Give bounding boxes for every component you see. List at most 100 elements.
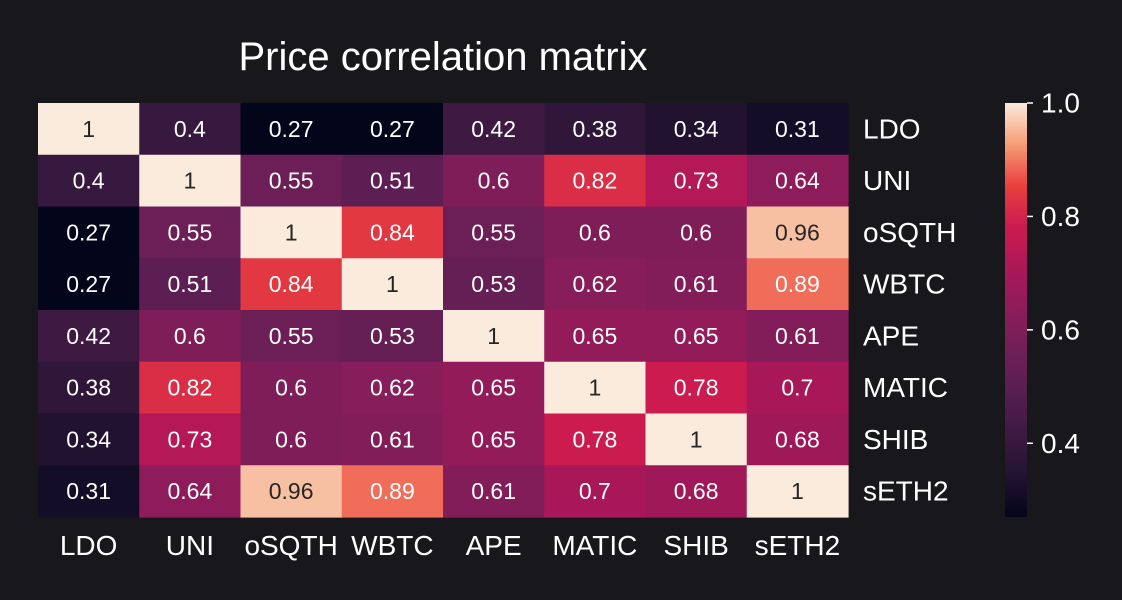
heatmap-cell	[746, 465, 849, 518]
x-tick-label: WBTC	[351, 530, 433, 561]
heatmap-cell	[341, 154, 444, 208]
x-tick-label: oSQTH	[244, 530, 337, 561]
cell-value-label: 0.82	[167, 375, 212, 401]
cell-value-label: 0.68	[674, 478, 719, 504]
heatmap-cell	[544, 413, 647, 466]
cell-value-label: 0.61	[370, 426, 415, 452]
heatmap-cell	[38, 103, 140, 156]
cell-value-label: 0.65	[674, 323, 719, 349]
cell-value-label: 0.61	[775, 323, 820, 349]
heatmap-cell	[139, 206, 242, 259]
cell-value-label: 1	[386, 271, 399, 297]
colorbar-tick-label: 0.6	[1041, 314, 1080, 345]
heatmap-cell	[443, 206, 545, 259]
heatmap-cell	[139, 258, 242, 311]
cell-value-label: 0.61	[471, 478, 516, 504]
cell-value-label: 0.78	[572, 426, 617, 452]
cell-value-label: 0.65	[471, 375, 516, 401]
cell-value-label: 0.31	[775, 116, 820, 142]
heatmap-cell	[38, 258, 140, 311]
heatmap-cell	[645, 154, 748, 208]
cell-value-label: 0.53	[370, 323, 415, 349]
cell-value-label: 1	[82, 116, 95, 142]
heatmap-cell	[746, 413, 849, 466]
y-tick-label: SHIB	[863, 424, 928, 455]
cell-value-label: 0.6	[275, 426, 307, 452]
heatmap-cell	[746, 258, 849, 311]
y-tick-label: oSQTH	[863, 217, 956, 248]
heatmap-cell	[240, 103, 343, 156]
cell-value-label: 1	[791, 478, 804, 504]
heatmap-cell	[645, 361, 748, 415]
heatmap-cell	[240, 258, 343, 311]
heatmap-cell	[240, 413, 343, 466]
x-tick-label: LDO	[60, 530, 118, 561]
cell-value-label: 0.62	[572, 271, 617, 297]
cell-value-label: 0.34	[674, 116, 719, 142]
colorbar: 1.0 0.8 0.6 0.4	[1005, 88, 1080, 517]
heatmap-cell	[139, 154, 242, 208]
cell-value-label: 0.64	[775, 168, 820, 194]
heatmap-cell	[341, 361, 444, 415]
x-tick-label: UNI	[166, 530, 214, 561]
cell-value-label: 0.27	[66, 271, 111, 297]
x-tick-label: MATIC	[552, 530, 637, 561]
cell-value-label: 0.6	[174, 323, 206, 349]
heatmap-cell	[443, 310, 545, 363]
heatmap-cell	[240, 310, 343, 363]
heatmap-cells	[38, 103, 849, 518]
heatmap-cell	[443, 103, 545, 156]
cell-value-label: 0.27	[66, 219, 111, 245]
heatmap-cell	[240, 465, 343, 518]
cell-value-label: 0.6	[680, 219, 712, 245]
y-tick-label: MATIC	[863, 372, 948, 403]
cell-value-label: 0.51	[167, 271, 212, 297]
x-tick-label: APE	[466, 530, 522, 561]
cell-value-label: 0.6	[478, 168, 510, 194]
heatmap-cell	[645, 310, 748, 363]
cell-value-label: 0.78	[674, 375, 719, 401]
cell-value-label: 0.73	[167, 426, 212, 452]
heatmap-cell	[139, 413, 242, 466]
heatmap-cell	[38, 154, 140, 208]
y-tick-label: sETH2	[863, 476, 949, 507]
cell-value-label: 0.82	[572, 168, 617, 194]
colorbar-tick-label: 0.8	[1041, 201, 1080, 232]
cell-value-label: 0.64	[167, 478, 212, 504]
heatmap-cell	[645, 413, 748, 466]
x-axis-tick-labels: LDO UNI oSQTH WBTC APE MATIC SHIB sETH2	[60, 530, 840, 561]
heatmap-cell	[443, 413, 545, 466]
heatmap-cell	[139, 310, 242, 363]
y-tick-label: WBTC	[863, 269, 945, 300]
chart-title: Price correlation matrix	[238, 35, 647, 79]
heatmap-cell	[746, 361, 849, 415]
cell-value-label: 0.27	[370, 116, 415, 142]
heatmap-cell	[443, 258, 545, 311]
heatmap-cell	[544, 258, 647, 311]
heatmap-cell	[38, 310, 140, 363]
y-tick-label: APE	[863, 320, 919, 351]
cell-value-label: 0.4	[174, 116, 206, 142]
cell-value-label: 0.42	[471, 116, 516, 142]
cell-value-label: 0.65	[572, 323, 617, 349]
y-tick-label: LDO	[863, 113, 921, 144]
heatmap-cell	[38, 206, 140, 259]
heatmap-cell	[341, 206, 444, 259]
cell-value-label: 0.6	[579, 219, 611, 245]
x-tick-label: sETH2	[755, 530, 841, 561]
heatmap-cell	[746, 310, 849, 363]
cell-value-label: 0.89	[775, 271, 820, 297]
cell-value-label: 0.84	[370, 219, 415, 245]
colorbar-tick-label: 0.4	[1041, 428, 1080, 459]
heatmap-cell	[544, 310, 647, 363]
heatmap-cell	[341, 258, 444, 311]
cell-value-label: 0.27	[269, 116, 314, 142]
cell-value-label: 0.55	[269, 168, 314, 194]
cell-value-label: 0.38	[572, 116, 617, 142]
heatmap-cell	[38, 465, 140, 518]
heatmap-cell	[38, 361, 140, 415]
heatmap-cell	[544, 465, 647, 518]
heatmap-cell	[645, 258, 748, 311]
